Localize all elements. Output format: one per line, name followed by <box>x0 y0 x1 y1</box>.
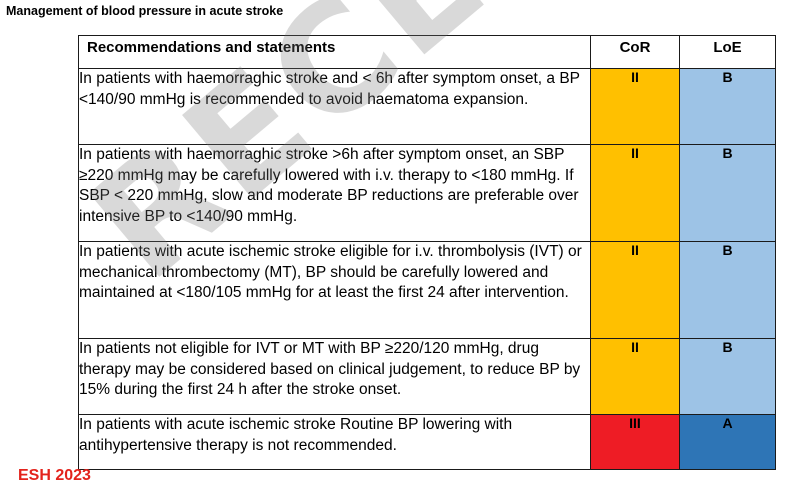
page-title: Management of blood pressure in acute st… <box>6 4 284 18</box>
cor-cell: II <box>590 68 680 145</box>
header-loe: LoE <box>679 35 776 69</box>
statement-cell: In patients not eligible for IVT or MT w… <box>78 338 591 415</box>
table-row: In patients with acute ischemic stroke R… <box>78 414 776 470</box>
recommendations-table: Recommendations and statements CoR LoE I… <box>78 35 776 470</box>
cor-cell: II <box>590 241 680 339</box>
table-header-row: Recommendations and statements CoR LoE <box>78 35 776 69</box>
cor-cell: II <box>590 338 680 415</box>
statement-cell: In patients with haemorraghic stroke and… <box>78 68 591 145</box>
loe-cell: B <box>679 68 776 145</box>
statement-cell: In patients with acute ischemic stroke R… <box>78 414 591 470</box>
header-cor: CoR <box>590 35 680 69</box>
cor-cell: II <box>590 144 680 242</box>
loe-cell: B <box>679 241 776 339</box>
cor-cell: III <box>590 414 680 470</box>
loe-cell: A <box>679 414 776 470</box>
statement-cell: In patients with haemorraghic stroke >6h… <box>78 144 591 242</box>
table-row: In patients with acute ischemic stroke e… <box>78 241 776 339</box>
loe-cell: B <box>679 144 776 242</box>
statement-cell: In patients with acute ischemic stroke e… <box>78 241 591 339</box>
source-tag: ESH 2023 <box>18 467 91 484</box>
header-statements: Recommendations and statements <box>78 35 591 69</box>
table-row: In patients with haemorraghic stroke and… <box>78 68 776 145</box>
table-row: In patients not eligible for IVT or MT w… <box>78 338 776 415</box>
table-row: In patients with haemorraghic stroke >6h… <box>78 144 776 242</box>
loe-cell: B <box>679 338 776 415</box>
